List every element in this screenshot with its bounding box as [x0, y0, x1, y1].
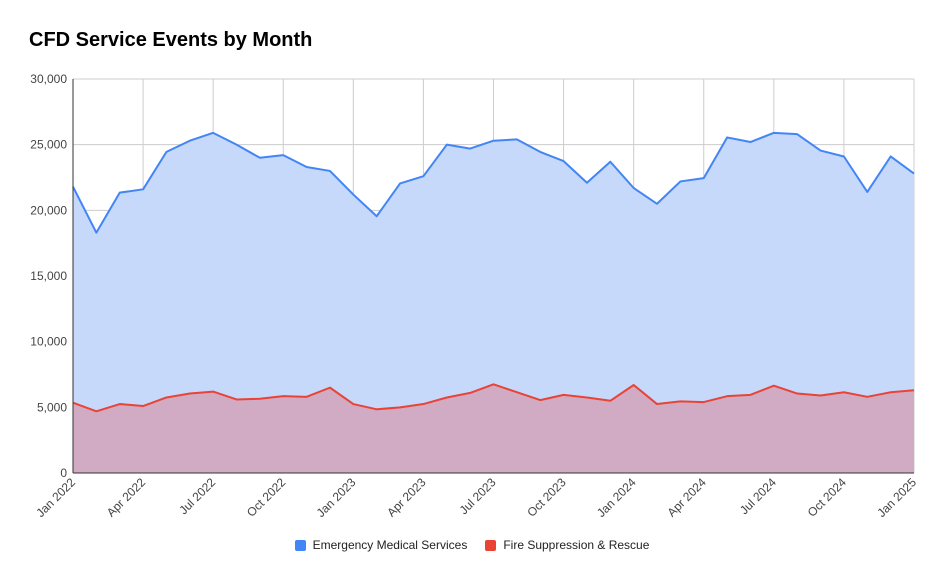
legend-swatch [485, 539, 497, 551]
axes [72, 79, 914, 474]
y-tick-label: 15,000 [30, 269, 67, 283]
y-tick-labels: 0 5,000 10,000 15,000 20,000 25,000 30,000 [30, 72, 67, 480]
legend-swatch [294, 539, 306, 551]
y-tick-label: 20,000 [30, 203, 67, 217]
y-tick-label: 0 [60, 466, 67, 480]
series-line-0 [72, 131, 915, 234]
legend-item: Emergency Medical Services [294, 538, 468, 552]
x-tick-labels: Jan 2022 Apr 2022 Jul 2022 Oct 2022 Jan 2023… [33, 475, 919, 520]
series-areas [73, 132, 914, 473]
legend-label: Fire Suppression & Rescue [503, 538, 650, 552]
series-area-1 [73, 384, 914, 473]
chart-title: CFD Service Events by Month [29, 29, 313, 51]
legend-item: Fire Suppression & Rescue [485, 538, 649, 552]
x-tick-label: Oct 2022 [244, 475, 289, 520]
x-tick-label: Jan 2025 [874, 475, 919, 520]
x-tick-label: Jul 2024 [737, 475, 779, 517]
x-tick-label: Jan 2023 [314, 475, 359, 520]
x-tick-label: Jul 2023 [457, 475, 499, 517]
x-tick-label: Jan 2024 [594, 475, 639, 520]
y-tick-label: 25,000 [30, 138, 67, 152]
series-lines [72, 131, 915, 413]
legend-label: Emergency Medical Services [312, 538, 468, 552]
x-tick-label: Apr 2024 [665, 475, 710, 520]
y-tick-label: 5,000 [37, 400, 67, 414]
series-area-0 [73, 132, 914, 473]
x-tick-label: Apr 2022 [104, 475, 149, 520]
y-tick-label: 10,000 [30, 335, 67, 349]
y-tick-label: 30,000 [30, 72, 67, 86]
x-tick-label: Oct 2024 [805, 475, 850, 520]
x-tick-label: Jul 2022 [176, 475, 218, 517]
x-tick-label: Apr 2023 [384, 475, 429, 520]
x-tick-label: Jan 2022 [33, 475, 78, 520]
series-line-1 [72, 383, 915, 413]
legend: Emergency Medical Services Fire Suppressi… [0, 538, 944, 552]
x-tick-label: Oct 2023 [524, 475, 569, 520]
